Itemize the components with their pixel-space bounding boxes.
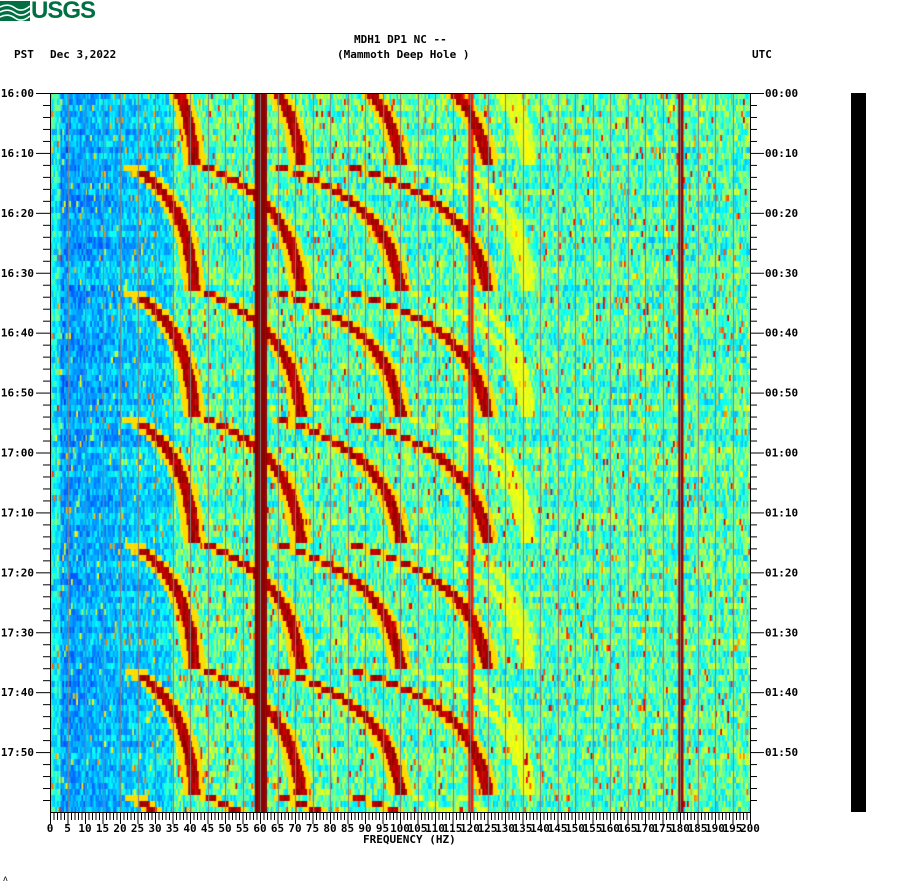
x-tick-label: 5	[64, 822, 71, 835]
x-tick-label: 180	[670, 822, 690, 835]
y-tick-label-right: 01:10	[765, 506, 798, 519]
x-tick-label: 25	[131, 822, 144, 835]
x-tick-label: 35	[166, 822, 179, 835]
x-tick-label: 50	[218, 822, 231, 835]
x-tick-label: 165	[618, 822, 638, 835]
footer-mark: ᴧ	[3, 874, 8, 883]
x-axis-label: FREQUENCY (HZ)	[363, 833, 456, 846]
y-tick-label-left: 16:30	[1, 267, 34, 280]
x-tick-label: 0	[47, 822, 54, 835]
y-tick-label-right: 00:10	[765, 147, 798, 160]
y-tick-label-left: 17:20	[1, 566, 34, 579]
y-tick-label-left: 17:50	[1, 746, 34, 759]
y-tick-label-right: 01:40	[765, 686, 798, 699]
y-tick-label-left: 16:10	[1, 147, 34, 160]
y-tick-label-right: 00:20	[765, 207, 798, 220]
y-tick-label-left: 16:20	[1, 207, 34, 220]
y-tick-label-right: 01:00	[765, 447, 798, 460]
x-tick-label: 30	[148, 822, 161, 835]
x-tick-label: 75	[306, 822, 319, 835]
y-tick-label-left: 17:30	[1, 626, 34, 639]
y-tick-label-left: 16:50	[1, 387, 34, 400]
x-tick-label: 120	[460, 822, 480, 835]
y-tick-label-right: 01:20	[765, 566, 798, 579]
y-tick-label-left: 16:40	[1, 327, 34, 340]
y-tick-label-right: 00:00	[765, 87, 798, 100]
x-tick-label: 140	[530, 822, 550, 835]
x-tick-label: 175	[653, 822, 673, 835]
y-tick-label-right: 01:30	[765, 626, 798, 639]
x-tick-label: 200	[740, 822, 760, 835]
x-tick-label: 195	[723, 822, 743, 835]
x-tick-label: 85	[341, 822, 354, 835]
y-tick-label-right: 01:50	[765, 746, 798, 759]
x-tick-label: 15	[96, 822, 109, 835]
amplitude-scale-bar	[851, 93, 866, 812]
station-name: (Mammoth Deep Hole )	[337, 48, 470, 61]
logo-text: USGS	[31, 0, 96, 24]
x-tick-label: 80	[323, 822, 336, 835]
x-tick-label: 10	[78, 822, 91, 835]
x-tick-label: 130	[495, 822, 515, 835]
x-tick-label: 155	[583, 822, 603, 835]
x-tick-label: 145	[548, 822, 568, 835]
x-tick-label: 160	[600, 822, 620, 835]
x-tick-label: 20	[113, 822, 126, 835]
y-tick-label-left: 17:00	[1, 447, 34, 460]
spectrogram-plot	[50, 93, 750, 812]
date-label: Dec 3,2022	[50, 48, 117, 61]
right-timezone: UTC	[752, 48, 772, 61]
x-tick-label: 40	[183, 822, 196, 835]
x-tick-label: 55	[236, 822, 249, 835]
x-tick-label: 125	[478, 822, 498, 835]
usgs-logo: USGS	[0, 0, 96, 24]
usgs-wave-icon	[0, 1, 30, 21]
station-title: MDH1 DP1 NC --	[354, 33, 447, 46]
x-tick-label: 65	[271, 822, 284, 835]
x-tick-label: 135	[513, 822, 533, 835]
y-tick-label-left: 17:40	[1, 686, 34, 699]
x-tick-label: 70	[288, 822, 301, 835]
y-tick-label-right: 00:30	[765, 267, 798, 280]
x-tick-label: 185	[688, 822, 708, 835]
x-tick-label: 170	[635, 822, 655, 835]
y-tick-label-right: 00:50	[765, 387, 798, 400]
left-timezone: PST	[14, 48, 34, 61]
x-tick-label: 150	[565, 822, 585, 835]
y-tick-label-left: 17:10	[1, 506, 34, 519]
x-tick-label: 45	[201, 822, 214, 835]
x-tick-label: 60	[253, 822, 266, 835]
x-tick-label: 190	[705, 822, 725, 835]
y-tick-label-left: 16:00	[1, 87, 34, 100]
y-tick-label-right: 00:40	[765, 327, 798, 340]
